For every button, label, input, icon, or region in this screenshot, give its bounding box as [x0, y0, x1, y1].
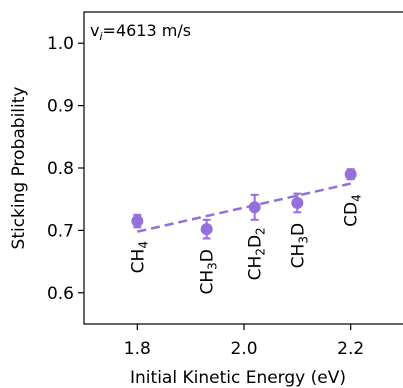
- y-tick-label: 0.8: [47, 159, 74, 179]
- velocity-annotation: vi=4613 m/s: [90, 21, 191, 43]
- y-tick-label: 0.9: [47, 97, 74, 117]
- y-tick-label: 0.7: [47, 221, 74, 241]
- plot-area: [83, 11, 403, 325]
- point-label: CH4: [128, 241, 150, 273]
- point-label: CH3D: [198, 249, 220, 294]
- y-tick-label: 0.6: [47, 284, 74, 304]
- data-point: [248, 201, 261, 214]
- data-point: [131, 215, 144, 228]
- point-labels: CH4 CH3D CH2D2 CH3D CD4: [128, 194, 363, 294]
- fit-line: [137, 182, 351, 233]
- x-axis-label: Initial Kinetic Energy (eV): [130, 368, 346, 388]
- y-axis-label: Sticking Probability: [9, 87, 29, 250]
- data-point: [344, 168, 357, 181]
- fit-line-group: [137, 182, 351, 233]
- point-label: CH2D2: [246, 227, 268, 280]
- y-tick-label: 1.0: [47, 34, 74, 54]
- x-tick-label: 2.2: [337, 339, 364, 359]
- data-point: [291, 196, 304, 209]
- point-label: CH3D: [288, 223, 310, 268]
- x-tick-label: 1.8: [124, 339, 151, 359]
- point-label: CD4: [342, 194, 364, 227]
- data-points: [131, 168, 357, 240]
- data-point: [200, 223, 213, 236]
- x-tick-label: 2.0: [230, 339, 257, 359]
- axis-ticks: 1.8 2.0 2.2 0.6 0.7 0.8 0.9 1.0: [47, 34, 364, 359]
